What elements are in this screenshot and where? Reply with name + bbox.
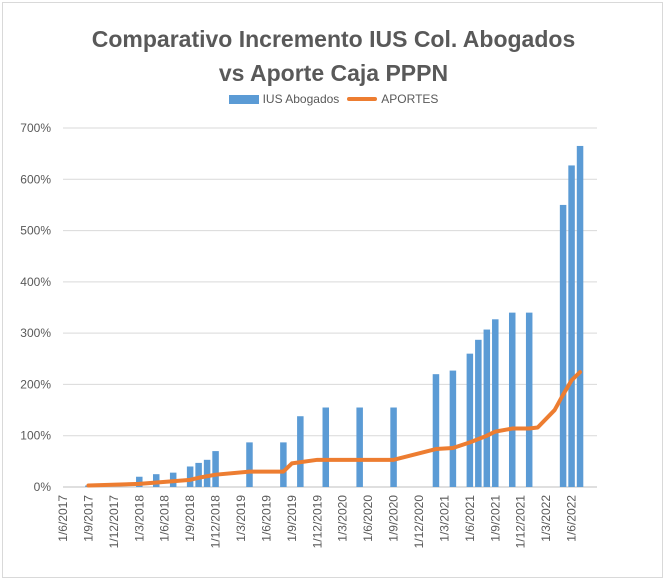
- bar: [466, 353, 474, 487]
- y-tick-label: 700%: [20, 121, 51, 135]
- x-tick-label: 1/12/2020: [412, 495, 426, 549]
- bar: [568, 165, 575, 487]
- x-tick-label: 1/9/2019: [285, 495, 299, 542]
- bar: [475, 339, 482, 487]
- legend: IUS Abogados APORTES: [0, 92, 667, 106]
- bar: [390, 407, 397, 487]
- x-tick-label: 1/3/2018: [132, 495, 146, 542]
- bar: [508, 312, 516, 487]
- legend-swatch-bar: [228, 94, 259, 104]
- y-tick-label: 500%: [20, 224, 51, 238]
- bar: [432, 374, 440, 487]
- x-tick-label: 1/9/2020: [387, 495, 401, 542]
- x-tick-label: 1/3/2022: [539, 495, 553, 542]
- x-tick-label: 1/3/2021: [437, 495, 451, 542]
- bar: [483, 329, 491, 487]
- bar: [136, 476, 143, 487]
- x-tick-label: 1/12/2019: [310, 495, 324, 549]
- bar: [297, 416, 304, 487]
- bar: [280, 442, 287, 487]
- y-tick-label: 600%: [20, 172, 51, 186]
- y-tick-label: 300%: [20, 326, 51, 340]
- bar: [492, 319, 499, 487]
- x-tick-label: 1/6/2022: [565, 495, 579, 542]
- bar: [322, 407, 330, 487]
- x-tick-label: 1/6/2017: [56, 495, 70, 542]
- bar: [576, 145, 584, 487]
- x-tick-label: 1/9/2021: [488, 495, 502, 542]
- bar: [525, 312, 533, 487]
- x-tick-label: 1/6/2019: [259, 495, 273, 542]
- legend-label-ius: IUS Abogados: [262, 92, 340, 106]
- x-tick-label: 1/12/2018: [209, 495, 223, 549]
- y-tick-label: 400%: [20, 275, 51, 289]
- x-tick-label: 1/6/2020: [361, 495, 375, 542]
- x-tick-label: 1/3/2019: [234, 495, 248, 542]
- y-tick-label: 200%: [20, 377, 51, 391]
- bar: [203, 459, 211, 487]
- bar: [449, 370, 457, 487]
- x-tick-label: 1/9/2017: [81, 495, 95, 542]
- bar: [212, 451, 219, 487]
- legend-item-ius: IUS Abogados: [228, 92, 340, 106]
- legend-swatch-line: [347, 97, 378, 101]
- x-tick-label: 1/12/2021: [514, 495, 528, 549]
- chart-subtitle: vs Aporte Caja PPPN: [218, 60, 449, 86]
- legend-item-aportes: APORTES: [347, 92, 438, 106]
- bar: [356, 407, 363, 487]
- x-tick-label: 1/6/2018: [158, 495, 172, 542]
- bar: [246, 442, 253, 487]
- y-tick-label: 100%: [20, 429, 51, 443]
- x-tick-label: 1/9/2018: [183, 495, 197, 542]
- x-tick-label: 1/3/2020: [336, 495, 350, 542]
- chart-title: Comparativo Incremento IUS Col. Abogados: [91, 26, 576, 52]
- legend-label-aportes: APORTES: [381, 92, 439, 106]
- x-tick-label: 1/6/2021: [463, 495, 477, 542]
- bar: [559, 204, 567, 487]
- y-tick-label: 0%: [34, 480, 52, 494]
- bar: [186, 466, 194, 487]
- line-aportes: [86, 370, 583, 488]
- x-tick-label: 1/12/2017: [107, 495, 121, 549]
- bar: [195, 462, 202, 487]
